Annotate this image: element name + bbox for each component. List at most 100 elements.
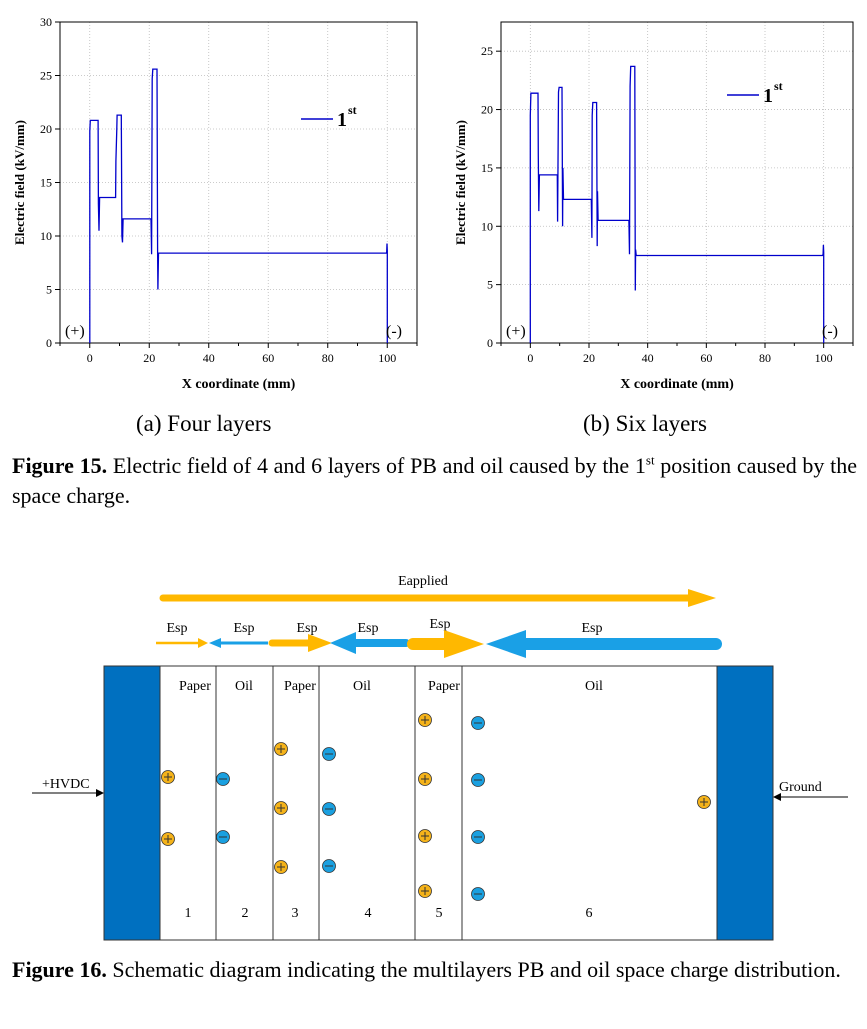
hvdc-label: +HVDC <box>42 777 90 792</box>
negative-charge <box>471 773 485 787</box>
c1-series-1st <box>529 65 825 343</box>
c1-xtick-label-100: 100 <box>815 351 833 365</box>
esp-label-1: Esp <box>167 621 188 636</box>
subcaption-b: (b) Six layers <box>583 411 707 436</box>
esp-arrow-6 <box>486 630 722 658</box>
subcaption-a: (a) Four layers <box>136 411 272 436</box>
c0-ytick-label-0: 0 <box>46 336 52 350</box>
figure-16-text: Schematic diagram indicating the multila… <box>106 957 841 982</box>
c0-series-1st <box>89 68 388 343</box>
c1-annotation-minus: (-) <box>822 323 838 340</box>
c1-ytick-label-25: 25 <box>481 44 493 58</box>
esp-label-5: Esp <box>430 617 451 632</box>
layer-label-5: Paper <box>428 679 460 694</box>
figure-16-label: Figure 16. <box>12 957 107 982</box>
c1-annotation-plus: (+) <box>506 323 526 340</box>
c0-legend-sup: st <box>348 103 357 117</box>
figure-15-text-2: position caused by the space charge. <box>12 453 857 508</box>
esp-label-4: Esp <box>358 621 379 636</box>
c1-ytick-label-20: 20 <box>481 103 493 117</box>
esp-arrow-4 <box>330 632 410 654</box>
c1-ytick-label-0: 0 <box>487 336 493 350</box>
layer-number-5: 5 <box>436 906 443 921</box>
positive-charge <box>274 801 288 815</box>
layer-label-6: Oil <box>585 679 603 694</box>
esp-arrow-3 <box>268 634 332 652</box>
negative-charge <box>322 747 336 761</box>
c0-xtick-label-20: 20 <box>143 351 155 365</box>
negative-charge <box>216 772 230 786</box>
c1-ylabel: Electric field (kV/mm) <box>453 120 468 245</box>
esp-arrow-2 <box>209 638 268 648</box>
c1-ytick-label-15: 15 <box>481 161 493 175</box>
c1-xtick-label-40: 40 <box>642 351 654 365</box>
negative-charge <box>471 887 485 901</box>
figure-15-label: Figure 15. <box>12 453 108 478</box>
c1-legend-sup: st <box>774 79 783 93</box>
layer-label-4: Oil <box>353 679 371 694</box>
c0-xtick-label-100: 100 <box>378 351 396 365</box>
c1-ytick-label-5: 5 <box>487 278 493 292</box>
negative-charge <box>471 716 485 730</box>
esp-label-2: Esp <box>234 621 255 636</box>
esp-label-3: Esp <box>297 621 318 636</box>
positive-charge <box>161 832 175 846</box>
esp-arrow-5 <box>407 630 484 658</box>
c1-xtick-label-60: 60 <box>700 351 712 365</box>
c0-ytick-label-20: 20 <box>40 122 52 136</box>
c0-ytick-label-30: 30 <box>40 15 52 29</box>
ground-electrode <box>716 665 774 941</box>
positive-charge <box>418 829 432 843</box>
c1-legend-label: 1 <box>763 85 773 107</box>
figure-15-sup: st <box>645 452 655 468</box>
esp-arrow-1 <box>156 638 208 648</box>
figure-16-caption: Figure 16. Schematic diagram indicating … <box>12 955 857 985</box>
c0-ytick-label-5: 5 <box>46 283 52 297</box>
positive-charge <box>418 884 432 898</box>
c1-plot-frame <box>500 21 854 344</box>
c1-xtick-label-20: 20 <box>583 351 595 365</box>
figure-15-caption: Figure 15. Electric field of 4 and 6 lay… <box>12 451 857 511</box>
positive-charge <box>161 770 175 784</box>
layer-label-2: Oil <box>235 679 253 694</box>
esp-label-6: Esp <box>582 621 603 636</box>
c1-ytick-label-10: 10 <box>481 219 493 233</box>
c0-xtick-label-80: 80 <box>322 351 334 365</box>
chart-four-layers: 0 20 40 60 80 100 0 5 10 15 20 25 30 X coordinate (mm… <box>12 15 418 392</box>
layer-number-6: 6 <box>586 906 593 921</box>
c1-xtick-label-80: 80 <box>759 351 771 365</box>
layer-number-1: 1 <box>185 906 192 921</box>
layer-number-2: 2 <box>242 906 249 921</box>
layer-label-1: Paper <box>179 679 211 694</box>
hvdc-arrowhead <box>96 789 104 797</box>
c0-ytick-label-25: 25 <box>40 69 52 83</box>
c0-xtick-label-60: 60 <box>262 351 274 365</box>
negative-charge <box>322 859 336 873</box>
ground-arrowhead <box>773 793 781 801</box>
layer-label-3: Paper <box>284 679 316 694</box>
positive-charge <box>274 742 288 756</box>
negative-charge <box>322 802 336 816</box>
layer-number-3: 3 <box>292 906 299 921</box>
c1-xlabel: X coordinate (mm) <box>620 377 734 392</box>
eapplied-arrowhead <box>688 589 716 607</box>
hv-electrode <box>103 665 161 941</box>
c0-xtick-label-40: 40 <box>203 351 215 365</box>
c0-ytick-label-15: 15 <box>40 176 52 190</box>
positive-charge <box>274 860 288 874</box>
layer-number-4: 4 <box>365 906 372 921</box>
c1-xtick-label-0: 0 <box>527 351 533 365</box>
figure-15-text: Electric field of 4 and 6 layers of PB a… <box>107 453 646 478</box>
c0-xtick-label-0: 0 <box>87 351 93 365</box>
c0-ytick-label-10: 10 <box>40 229 52 243</box>
negative-charge <box>471 830 485 844</box>
ground-label: Ground <box>779 780 822 795</box>
c0-annotation-plus: (+) <box>65 323 85 340</box>
figure-16-diagram: Eapplied Esp Esp Esp Esp Esp Esp Paper <box>32 574 848 941</box>
positive-charge <box>418 713 432 727</box>
layers-box <box>159 665 718 941</box>
positive-charge <box>697 795 711 809</box>
eapplied-label: Eapplied <box>398 574 448 589</box>
c0-xlabel: X coordinate (mm) <box>182 377 296 392</box>
chart-six-layers: 0 20 40 60 80 100 0 5 10 15 20 25 X coordinate (mm) E… <box>453 21 854 392</box>
